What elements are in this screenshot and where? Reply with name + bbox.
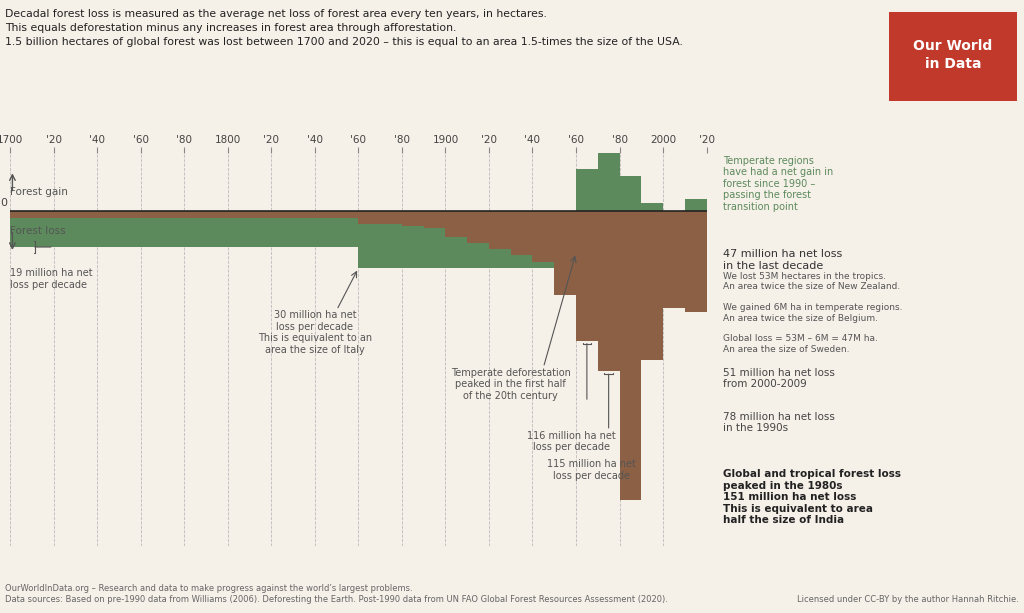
Bar: [293, 218, 314, 247]
Text: Decadal forest loss is measured as the average net loss of forest area every ten: Decadal forest loss is measured as the a…: [5, 9, 683, 47]
Bar: [271, 211, 293, 218]
Bar: [641, 211, 664, 360]
Bar: [532, 262, 554, 268]
Bar: [227, 211, 250, 218]
Bar: [140, 218, 163, 247]
Text: Our World
in Data: Our World in Data: [913, 39, 992, 71]
Bar: [641, 203, 664, 211]
Bar: [532, 211, 554, 262]
Text: We lost 53M hectares in the tropics.
An area twice the size of New Zealand.

We : We lost 53M hectares in the tropics. An …: [723, 272, 902, 354]
Text: Forest loss: Forest loss: [10, 226, 66, 236]
Text: 78 million ha net loss
in the 1990s: 78 million ha net loss in the 1990s: [723, 411, 835, 433]
Bar: [10, 211, 32, 218]
Bar: [575, 211, 598, 341]
Bar: [445, 237, 467, 268]
Bar: [380, 211, 401, 224]
Bar: [685, 211, 707, 312]
Bar: [76, 218, 97, 247]
Bar: [119, 218, 140, 247]
Bar: [467, 211, 488, 243]
Bar: [685, 199, 707, 211]
Text: Global and tropical forest loss
peaked in the 1980s
151 million ha net loss
This: Global and tropical forest loss peaked i…: [723, 469, 901, 525]
Bar: [206, 211, 227, 218]
Bar: [250, 218, 271, 247]
Bar: [401, 211, 424, 226]
Bar: [32, 218, 54, 247]
Text: 51 million ha net loss
from 2000-2009: 51 million ha net loss from 2000-2009: [723, 368, 835, 389]
Bar: [663, 211, 685, 308]
Text: 116 million ha net
loss per decade: 116 million ha net loss per decade: [527, 431, 616, 452]
Bar: [53, 218, 76, 247]
Bar: [184, 211, 206, 218]
Bar: [250, 211, 271, 218]
Text: 115 million ha net
loss per decade: 115 million ha net loss per decade: [547, 460, 636, 481]
Bar: [97, 211, 119, 218]
Bar: [620, 211, 641, 500]
Bar: [163, 218, 184, 247]
Bar: [271, 218, 293, 247]
Text: OurWorldInData.org – Research and data to make progress against the world’s larg: OurWorldInData.org – Research and data t…: [5, 584, 668, 604]
Bar: [401, 226, 424, 268]
Bar: [554, 211, 577, 295]
Bar: [140, 211, 163, 218]
Bar: [314, 218, 337, 247]
Text: Temperate regions
have had a net gain in
forest since 1990 –
passing the forest
: Temperate regions have had a net gain in…: [723, 156, 833, 212]
Bar: [119, 211, 140, 218]
Text: Forest gain: Forest gain: [10, 187, 69, 197]
Text: 0: 0: [0, 198, 7, 208]
Bar: [314, 211, 337, 218]
Bar: [10, 218, 32, 247]
Text: 19 million ha net
loss per decade: 19 million ha net loss per decade: [10, 268, 93, 290]
Bar: [358, 211, 380, 224]
Text: Licensed under CC-BY by the author Hannah Ritchie.: Licensed under CC-BY by the author Hanna…: [797, 595, 1019, 604]
Bar: [445, 211, 467, 237]
Bar: [163, 211, 184, 218]
Bar: [598, 211, 620, 371]
Text: 47 million ha net loss
in the last decade: 47 million ha net loss in the last decad…: [723, 249, 842, 270]
Bar: [337, 218, 358, 247]
Bar: [511, 254, 532, 268]
Bar: [293, 211, 314, 218]
Bar: [488, 249, 511, 268]
Bar: [467, 243, 488, 268]
Bar: [511, 211, 532, 254]
Bar: [424, 228, 445, 268]
Bar: [424, 211, 445, 228]
Bar: [227, 218, 250, 247]
Bar: [337, 211, 358, 218]
Bar: [358, 224, 380, 268]
Bar: [598, 153, 620, 211]
Bar: [575, 169, 598, 211]
Bar: [620, 176, 641, 211]
Text: Temperate deforestation
peaked in the first half
of the 20th century: Temperate deforestation peaked in the fi…: [451, 368, 570, 401]
Text: 30 million ha net
loss per decade
This is equivalent to an
area the size of Ital: 30 million ha net loss per decade This i…: [258, 310, 372, 355]
Bar: [76, 211, 97, 218]
Bar: [206, 218, 227, 247]
Bar: [32, 211, 54, 218]
Bar: [184, 218, 206, 247]
Bar: [53, 211, 76, 218]
Bar: [488, 211, 511, 249]
Bar: [97, 218, 119, 247]
Bar: [380, 224, 401, 268]
